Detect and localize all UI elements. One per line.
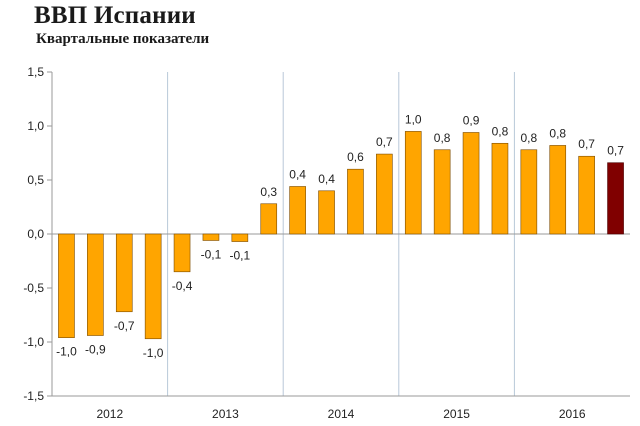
data-label: -0,4 — [172, 279, 193, 293]
x-tick-label: 2014 — [328, 407, 355, 421]
data-label: -0,1 — [201, 247, 222, 261]
data-label: 0,7 — [607, 144, 624, 158]
data-label: 0,8 — [521, 131, 538, 145]
data-label: 0,6 — [347, 150, 364, 164]
data-label: -0,1 — [230, 249, 251, 263]
bar — [115, 233, 133, 313]
bar — [58, 233, 75, 338]
y-tick-label: -0,5 — [23, 281, 44, 295]
y-tick-label: 1,5 — [27, 65, 44, 79]
data-label: 0,4 — [289, 167, 306, 181]
data-label: 1,0 — [405, 112, 422, 126]
bar — [231, 233, 249, 242]
bar-latest — [607, 162, 624, 235]
bar — [173, 233, 191, 273]
bar — [144, 233, 162, 340]
bar — [491, 142, 509, 235]
data-label: 0,7 — [376, 135, 393, 149]
y-tick-label: 1,0 — [27, 119, 44, 133]
x-tick-label: 2012 — [96, 407, 123, 421]
x-tick-label: 2016 — [559, 407, 586, 421]
bar — [433, 149, 451, 235]
bar — [289, 186, 306, 235]
bar — [462, 132, 480, 235]
data-label: 0,4 — [318, 172, 335, 186]
bar — [520, 149, 538, 235]
bar — [202, 233, 220, 241]
chart-subtitle: Квартальные показатели — [36, 31, 210, 47]
x-tick-label: 2015 — [443, 407, 470, 421]
bar — [347, 168, 364, 235]
data-label: 0,8 — [434, 131, 451, 145]
bar — [578, 155, 595, 235]
chart-title: ВВП Испании — [34, 2, 196, 29]
bar — [87, 233, 104, 336]
y-tick-label: 0,0 — [27, 227, 44, 241]
bar — [318, 190, 335, 235]
bar — [549, 145, 567, 235]
bar — [376, 153, 393, 235]
x-tick-label: 2013 — [212, 407, 239, 421]
data-label: -1,0 — [56, 345, 77, 359]
bar — [260, 203, 278, 235]
data-label: -0,7 — [114, 319, 135, 333]
data-label: 0,8 — [549, 126, 566, 140]
data-label: 0,8 — [492, 124, 509, 138]
y-tick-label: -1,0 — [23, 335, 44, 349]
bar — [404, 131, 422, 235]
data-label: 0,7 — [578, 137, 595, 151]
y-tick-label: 0,5 — [27, 173, 44, 187]
data-label: 0,3 — [260, 185, 277, 199]
data-label: 0,9 — [463, 113, 480, 127]
data-label: -1,0 — [143, 346, 164, 360]
data-label: -0,9 — [85, 343, 106, 357]
y-tick-label: -1,5 — [23, 389, 44, 403]
